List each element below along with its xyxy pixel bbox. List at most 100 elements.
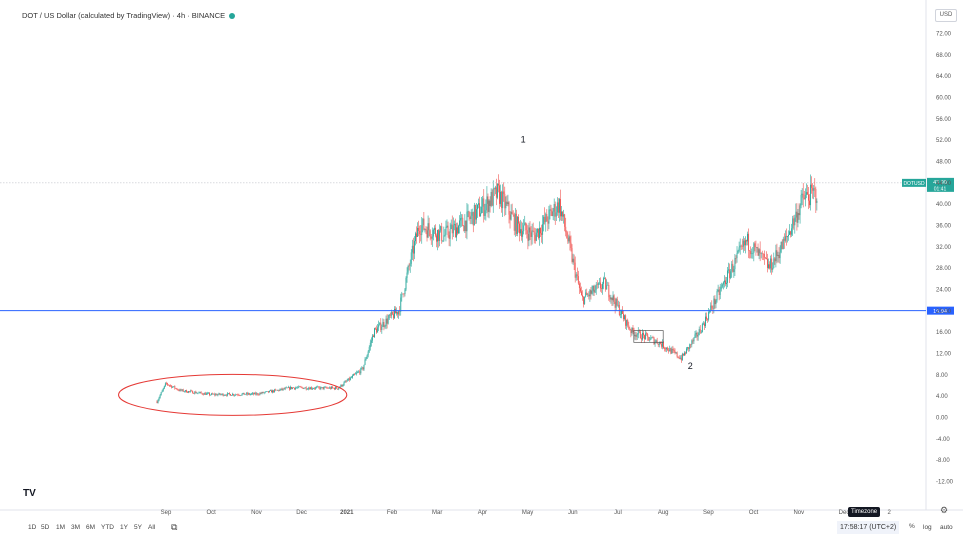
candle-body <box>628 325 630 329</box>
candle-body <box>192 390 194 394</box>
candle-body <box>425 229 427 231</box>
candle-body <box>321 387 323 388</box>
candle-body <box>501 191 503 209</box>
candle-body <box>396 311 397 314</box>
candle-body <box>593 285 595 293</box>
candle-body <box>534 234 536 241</box>
candle-body <box>521 229 523 237</box>
candle-body <box>160 392 162 396</box>
y-tick-label: 0.00 <box>936 416 948 422</box>
candle-body <box>173 386 175 387</box>
candle-body <box>264 391 266 393</box>
candle-body <box>712 308 714 309</box>
candle-body <box>531 230 533 237</box>
candle-body <box>331 386 333 388</box>
log-scale-button[interactable]: log <box>923 524 932 531</box>
candle-body <box>446 225 448 227</box>
y-tick-label: 36.00 <box>936 224 952 230</box>
candle-body <box>814 188 816 189</box>
candle-body <box>767 258 768 268</box>
timeframe-6m[interactable]: 6M <box>86 524 96 531</box>
candle-body <box>815 188 817 203</box>
candle-body <box>758 249 760 256</box>
timeframe-ytd[interactable]: YTD <box>101 524 114 531</box>
candle-body <box>606 285 608 290</box>
candle-body <box>696 332 698 337</box>
consolidation-box <box>633 330 664 343</box>
candle-body <box>376 328 378 333</box>
candle-body <box>334 387 335 390</box>
candle-body <box>429 230 431 237</box>
timeframe-1y[interactable]: 1Y <box>120 524 128 531</box>
candle-body <box>496 183 498 198</box>
timeframe-all[interactable]: All <box>148 524 156 531</box>
x-tick-label: Oct <box>749 510 759 516</box>
candle-body <box>503 191 505 194</box>
timeframe-5d[interactable]: 5D <box>41 524 50 531</box>
candle-body <box>325 386 327 388</box>
currency-button[interactable]: USD <box>935 9 957 22</box>
candle-body <box>804 194 806 200</box>
candle-body <box>690 344 692 346</box>
candle-body <box>627 320 629 326</box>
candle-body <box>485 203 487 211</box>
candle-body <box>307 388 309 390</box>
candle-body <box>383 322 385 327</box>
candle-body <box>428 223 430 231</box>
timeframe-1m[interactable]: 1M <box>56 524 66 531</box>
candle-body <box>563 214 565 217</box>
candle-body <box>732 263 734 273</box>
candle-body <box>630 329 632 334</box>
candle-body <box>442 240 444 242</box>
candle-body <box>598 282 600 284</box>
candle-body <box>431 236 433 239</box>
timeframe-5y[interactable]: 5Y <box>134 524 142 531</box>
percent-scale-button[interactable]: % <box>909 523 915 530</box>
candle-body <box>457 227 458 234</box>
candle-body <box>775 250 777 262</box>
candle-body <box>463 226 465 232</box>
candle-body <box>747 233 748 242</box>
candle-body <box>433 227 435 230</box>
candle-body <box>365 358 367 360</box>
tradingview-logo-icon[interactable]: TV <box>23 488 36 499</box>
x-tick-label: 2021 <box>340 510 354 516</box>
x-tick-label: 2 <box>888 510 892 516</box>
y-tick-label: 8.00 <box>936 373 948 379</box>
candle-body <box>715 300 717 305</box>
candle-body <box>201 393 203 395</box>
candle-body <box>341 384 343 387</box>
candle-body <box>637 330 639 335</box>
candle-body <box>459 220 461 226</box>
candle-body <box>419 230 421 235</box>
candle-body <box>369 342 371 348</box>
candle-body <box>753 243 755 253</box>
candle-body <box>469 217 471 220</box>
candle-body <box>233 394 235 396</box>
candle-body <box>795 211 797 218</box>
candle-body <box>330 386 332 389</box>
candle-body <box>351 375 353 378</box>
gear-icon[interactable]: ⚙ <box>940 505 949 515</box>
timeframe-1d[interactable]: 1D <box>28 524 37 531</box>
candle-body <box>181 389 183 391</box>
candle-body <box>336 387 338 389</box>
candle-body <box>438 230 440 241</box>
clock-timezone-button[interactable]: 17:58:17 (UTC+2) <box>837 521 900 534</box>
candle-body <box>399 311 401 312</box>
candle-body <box>216 394 218 396</box>
candle-body <box>635 334 637 337</box>
timeframe-3m[interactable]: 3M <box>71 524 81 531</box>
compare-icon[interactable]: ⧉ <box>171 522 178 532</box>
candle-body <box>714 298 716 305</box>
candle-body <box>360 368 362 374</box>
auto-scale-button[interactable]: auto <box>940 524 953 531</box>
candle-body <box>769 264 771 269</box>
candle-body <box>588 294 590 297</box>
candle-body <box>505 201 507 209</box>
candle-body <box>751 253 753 255</box>
candle-body <box>221 393 223 395</box>
candle-body <box>236 394 238 396</box>
candle-body <box>455 227 457 238</box>
